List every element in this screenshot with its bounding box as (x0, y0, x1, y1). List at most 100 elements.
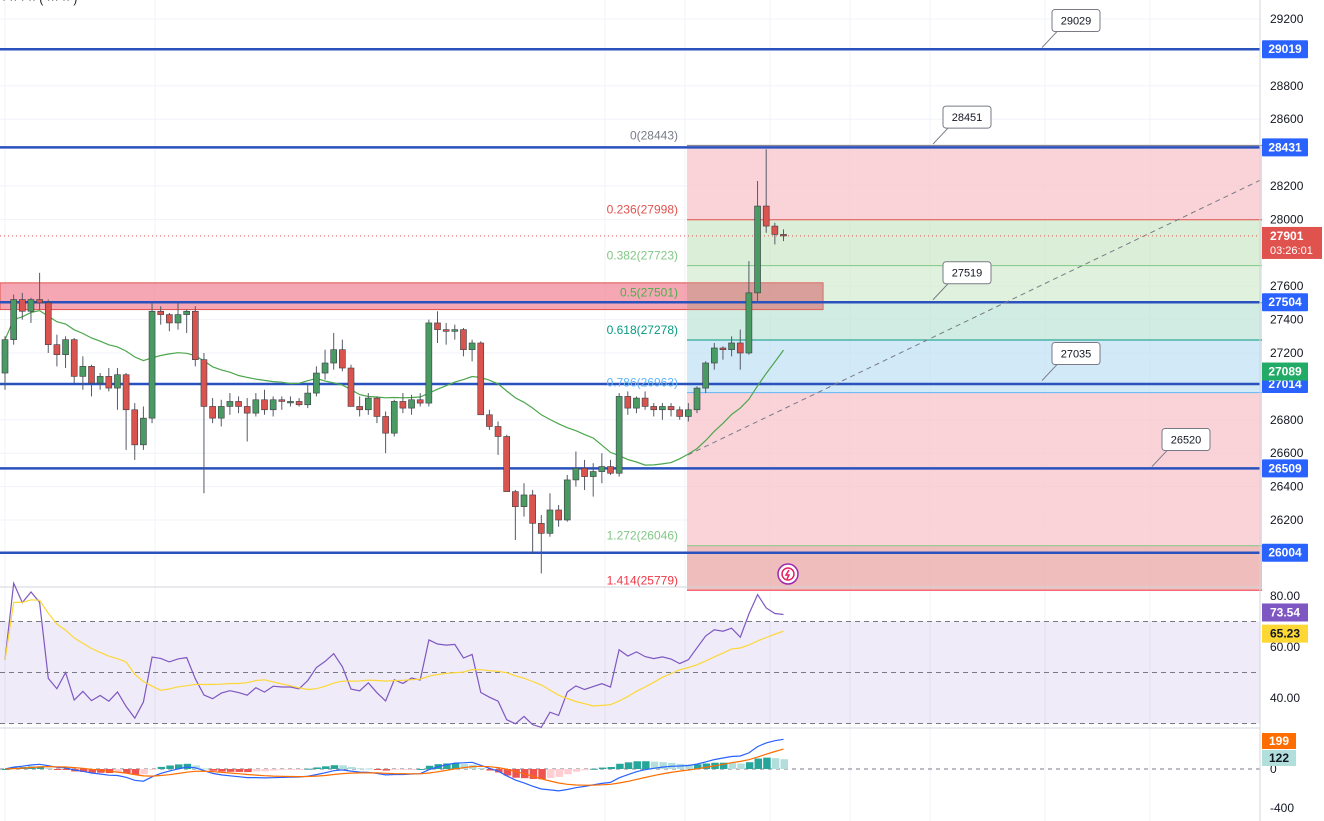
candle-body (736, 342, 744, 354)
candle-body (451, 329, 459, 332)
candle-body (572, 467, 580, 481)
macd-histogram-bar (365, 768, 373, 770)
trend-line (687, 178, 1263, 456)
price-tick-label: 29200 (1270, 12, 1304, 26)
moving-average (4, 309, 784, 466)
candle-body (304, 392, 312, 406)
candle-body (416, 399, 424, 404)
fib-label: 0.786(26963) (607, 376, 678, 390)
candle-body (434, 322, 441, 330)
current-price-label: 27901 (1270, 229, 1304, 243)
macd-histogram-bar (702, 763, 711, 769)
candle-body (468, 342, 476, 350)
alert-icon[interactable] (777, 563, 799, 585)
fib-label: 0.5(27501) (620, 286, 678, 300)
level-price-tag (1262, 293, 1308, 312)
candle-body (537, 523, 545, 534)
macd-histogram-bar (339, 765, 347, 769)
candle-body (18, 299, 26, 312)
macd-histogram-bar (322, 766, 330, 769)
callout-label: 27035 (1061, 349, 1092, 361)
price-axis[interactable]: 29200 28800 28600 28200 28000 27600 27400 27200… (1262, 12, 1322, 562)
level-price-tag-label: 28431 (1268, 140, 1302, 154)
macd-histogram-bar (408, 769, 417, 770)
macd-histogram-bar (754, 758, 763, 769)
macd-histogram-bar (503, 769, 512, 776)
fib-label: 0.236(27998) (607, 203, 678, 217)
macd-histogram-bar (330, 765, 339, 769)
fib-label: 0(28443) (630, 128, 678, 142)
candle-body (36, 299, 43, 304)
macd-histogram-bar (443, 763, 451, 769)
rsi-line (4, 581, 784, 729)
candles (1, 149, 787, 574)
candle-body (148, 310, 156, 419)
candle-body (183, 310, 190, 315)
current-price-tag (1262, 226, 1322, 259)
rsi-axis-label: 80.00 (1270, 589, 1300, 603)
candle-body (442, 329, 450, 332)
macd-histogram-bar (296, 769, 304, 770)
candle-body (719, 347, 727, 350)
macd-histogram-bar (261, 769, 269, 772)
macd-histogram-bar (728, 762, 737, 769)
candle-body (676, 409, 684, 417)
candle-body (546, 509, 554, 534)
macd-histogram-bar (149, 769, 157, 770)
macd-histogram-bar (313, 767, 321, 769)
candle-body (278, 399, 286, 402)
callout-pointer (1151, 450, 1168, 467)
level-price-tag (1262, 138, 1308, 157)
macd-histogram-bar (252, 769, 261, 772)
macd-histogram-bar (425, 765, 434, 769)
candle-body (503, 436, 511, 492)
candle-body (295, 401, 303, 406)
macd-histogram-bar (235, 769, 244, 772)
macd-histogram-bar (763, 757, 771, 769)
candle-body (79, 366, 87, 377)
price-tick-label: 27400 (1270, 313, 1304, 327)
macd-histogram-bar (218, 769, 226, 772)
candle-body (313, 372, 320, 394)
candle-body (235, 401, 242, 407)
candle-body (44, 302, 52, 345)
callout-box (1161, 428, 1211, 452)
macd-histogram-bar (529, 769, 538, 779)
callout-box (1051, 342, 1101, 366)
macd-histogram-bar (348, 766, 356, 769)
level-price-tag-label: 26004 (1268, 546, 1302, 560)
candle-body (339, 349, 346, 369)
macd-histogram-bar (175, 764, 183, 769)
candle-body (10, 299, 17, 340)
fib-zone (687, 219, 1262, 266)
horizontal-levels (0, 47, 1260, 554)
macd-histogram-bar (495, 769, 503, 773)
macd-histogram-bar (287, 769, 295, 770)
candle-body (728, 342, 735, 350)
price-tick-label: 28600 (1270, 112, 1304, 126)
macd-histogram-bar (192, 765, 200, 769)
price-tick-label: 28000 (1270, 212, 1304, 226)
macd-axis-label: -400 (1270, 801, 1294, 815)
candle-body (364, 397, 372, 411)
macd-axis-label: 0 (1270, 762, 1277, 776)
callout-label: 29029 (1061, 16, 1092, 28)
candle-body (520, 494, 528, 507)
macd-histogram-bar (373, 769, 382, 770)
callout-box (942, 105, 992, 129)
macd-histogram-bar (564, 769, 572, 775)
macd-histogram-bar (45, 768, 53, 770)
macd-value-tag (1262, 733, 1296, 749)
candle-body (1, 339, 9, 374)
candle-body (633, 397, 640, 409)
macd-histogram-bar (123, 769, 131, 774)
callout-pointer (1041, 364, 1058, 381)
macd-histogram-bar (270, 769, 278, 771)
candle-body (157, 310, 164, 315)
callout-pointer (932, 127, 949, 145)
candle-body (641, 397, 649, 407)
macd-histogram-bar (477, 767, 486, 769)
callouts: 29029 28451 27519 27035 26520 (932, 9, 1211, 467)
callout-label: 28451 (952, 112, 983, 124)
